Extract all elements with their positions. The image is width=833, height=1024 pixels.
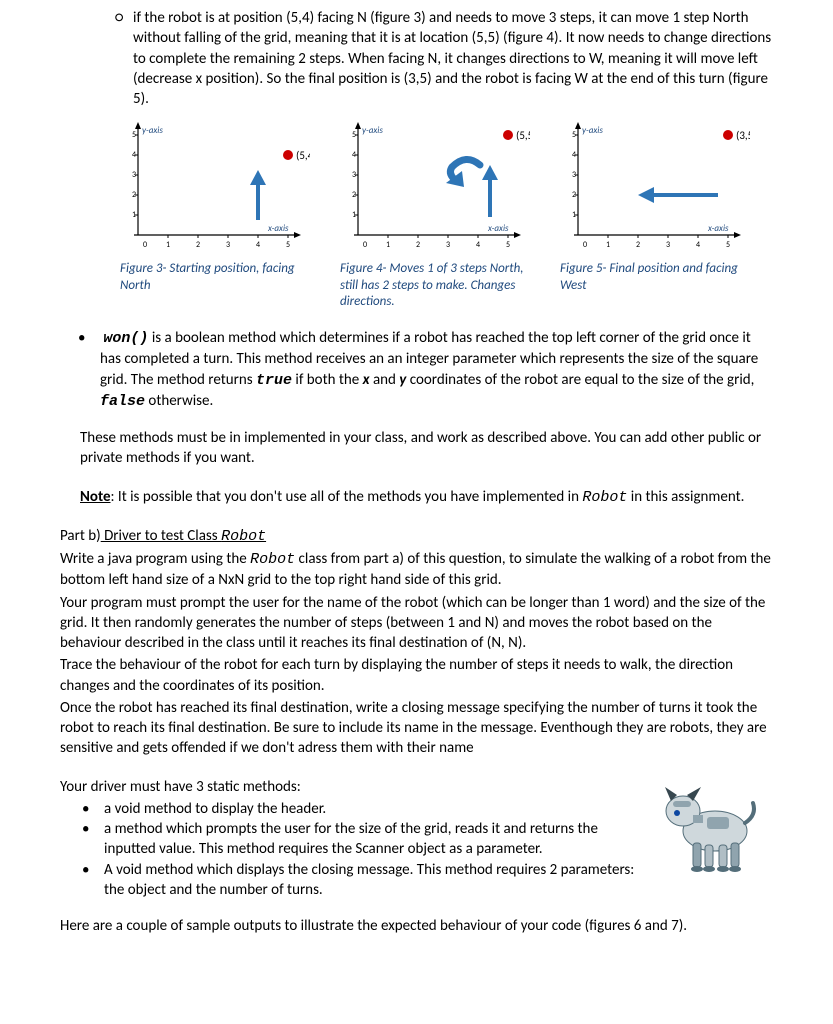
fig5-caption: Figure 5- Final position and facing West bbox=[560, 261, 750, 294]
false-kw: false bbox=[100, 393, 145, 410]
figures-row: 5 4 3 2 1 0 1 2 3 4 5 y-axis x-axis bbox=[60, 119, 773, 310]
won-item: won() is a boolean method which determin… bbox=[56, 328, 773, 412]
true-kw: true bbox=[256, 372, 292, 389]
svg-text:x-axis: x-axis bbox=[487, 223, 509, 234]
hollow-bullet-icon: ○ bbox=[115, 8, 133, 109]
won-end: otherwise. bbox=[145, 392, 213, 410]
svg-text:1: 1 bbox=[166, 240, 170, 250]
driver-m3: A void method which displays the closing… bbox=[60, 860, 647, 901]
svg-text:3: 3 bbox=[226, 240, 230, 250]
svg-text:y-axis: y-axis bbox=[142, 125, 163, 136]
driver-intro: Your driver must have 3 static methods: bbox=[60, 777, 647, 797]
driver-m2: a method which prompts the user for the … bbox=[60, 819, 647, 860]
note-line: Note: It is possible that you don't use … bbox=[60, 487, 773, 508]
figure-3: 5 4 3 2 1 0 1 2 3 4 5 y-axis x-axis bbox=[120, 119, 310, 310]
won-mid: if both the bbox=[292, 371, 363, 389]
won-tail: coordinates of the robot are equal to th… bbox=[406, 371, 754, 389]
pb-p1a: Write a java program using the bbox=[60, 550, 250, 568]
figure-4: 5 4 3 2 1 0 1 2 3 4 5 y-axis x-axis bbox=[340, 119, 530, 310]
svg-text:4: 4 bbox=[476, 240, 480, 250]
svg-text:0: 0 bbox=[363, 240, 367, 250]
svg-text:4: 4 bbox=[696, 240, 700, 250]
svg-text:0: 0 bbox=[143, 240, 147, 250]
svg-text:x-axis: x-axis bbox=[707, 223, 729, 234]
svg-text:5: 5 bbox=[286, 240, 290, 250]
note-tail: in this assignment. bbox=[627, 488, 744, 506]
svg-text:5: 5 bbox=[506, 240, 510, 250]
svg-text:4: 4 bbox=[256, 240, 260, 250]
svg-text:2: 2 bbox=[196, 240, 200, 250]
chart-fig5: 5 4 3 2 1 0 1 2 3 4 5 y-axis x-axis bbox=[560, 119, 750, 259]
svg-text:y-axis: y-axis bbox=[582, 125, 603, 136]
robot-dog-icon bbox=[653, 771, 773, 881]
x-var: x bbox=[363, 371, 370, 389]
partb-p1: Write a java program using the Robot cla… bbox=[60, 549, 773, 591]
closing-line: Here are a couple of sample outputs to i… bbox=[60, 916, 773, 936]
figure-5: 5 4 3 2 1 0 1 2 3 4 5 y-axis x-axis bbox=[560, 119, 750, 310]
fig3-caption: Figure 3- Starting position, facing Nort… bbox=[120, 261, 310, 294]
partb-p4: Once the robot has reached its final des… bbox=[60, 698, 773, 759]
partb-robot-kw: Robot bbox=[221, 528, 266, 545]
partb-label-b: Driver to test Class bbox=[101, 527, 221, 545]
methods-req: These methods must be in implemented in … bbox=[60, 428, 773, 469]
pb-p1b: Robot bbox=[250, 551, 295, 568]
svg-text:(5,4): (5,4) bbox=[296, 149, 310, 162]
svg-text:(5,5): (5,5) bbox=[516, 129, 530, 142]
svg-text:2: 2 bbox=[636, 240, 640, 250]
svg-text:1: 1 bbox=[386, 240, 390, 250]
svg-text:3: 3 bbox=[666, 240, 670, 250]
chart-fig3: 5 4 3 2 1 0 1 2 3 4 5 y-axis x-axis bbox=[120, 119, 310, 259]
svg-text:2: 2 bbox=[416, 240, 420, 250]
partb-heading: Part b) Driver to test Class Robot bbox=[60, 526, 773, 547]
won-and: and bbox=[370, 371, 400, 389]
partb-label: Part b) bbox=[60, 527, 101, 545]
note-text: : It is possible that you don't use all … bbox=[111, 488, 583, 506]
fig4-caption: Figure 4- Moves 1 of 3 steps North, stil… bbox=[340, 261, 530, 310]
partb-p2: Your program must prompt the user for th… bbox=[60, 593, 773, 654]
svg-text:1: 1 bbox=[606, 240, 610, 250]
svg-text:y-axis: y-axis bbox=[362, 125, 383, 136]
partb-p3: Trace the behaviour of the robot for eac… bbox=[60, 655, 773, 696]
svg-text:x-axis: x-axis bbox=[267, 223, 289, 234]
svg-text:5: 5 bbox=[726, 240, 730, 250]
chart-fig4: 5 4 3 2 1 0 1 2 3 4 5 y-axis x-axis bbox=[340, 119, 530, 259]
note-robot: Robot bbox=[582, 489, 627, 506]
note-label: Note bbox=[80, 488, 111, 506]
won-keyword: won() bbox=[103, 330, 148, 347]
driver-m1: a void method to display the header. bbox=[60, 799, 647, 819]
svg-text:3: 3 bbox=[446, 240, 450, 250]
svg-text:0: 0 bbox=[583, 240, 587, 250]
svg-text:(3,5): (3,5) bbox=[736, 129, 750, 142]
top-subitem: ○ if the robot is at position (5,4) faci… bbox=[60, 8, 773, 109]
top-text: if the robot is at position (5,4) facing… bbox=[133, 9, 771, 108]
